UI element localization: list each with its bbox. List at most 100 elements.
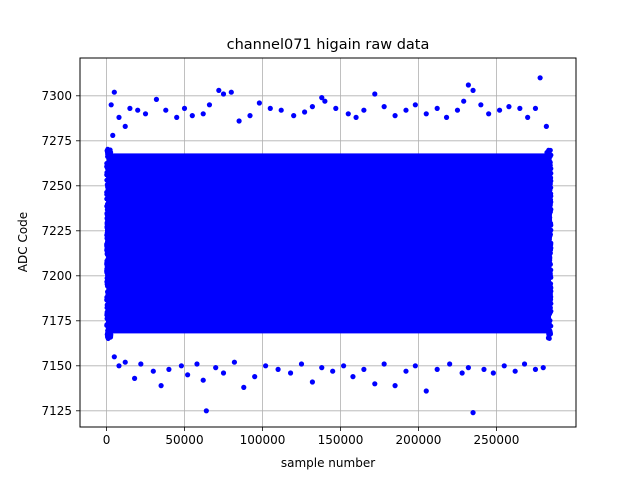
- data-point: [398, 216, 404, 222]
- data-point: [223, 193, 229, 198]
- data-point: [364, 236, 370, 242]
- data-point: [437, 197, 443, 203]
- data-point: [362, 228, 368, 234]
- outlier-point: [490, 370, 496, 376]
- data-point: [411, 262, 417, 268]
- data-point: [378, 233, 384, 239]
- x-tick-label: 100000: [240, 433, 286, 447]
- data-point: [382, 248, 388, 254]
- y-tick-label: 7275: [41, 134, 72, 148]
- data-point: [464, 230, 470, 235]
- outlier-point: [340, 363, 347, 369]
- outlier-point: [309, 379, 316, 385]
- data-point: [167, 263, 173, 269]
- data-point: [492, 196, 498, 201]
- data-point: [114, 223, 120, 229]
- outlier-point: [537, 75, 543, 81]
- data-point: [179, 243, 184, 249]
- data-point: [257, 273, 262, 279]
- data-point: [229, 253, 235, 259]
- data-point: [300, 294, 305, 300]
- data-point: [443, 265, 449, 271]
- data-point: [380, 254, 386, 259]
- data-point: [517, 276, 523, 282]
- data-point: [410, 212, 416, 218]
- data-point: [448, 206, 454, 212]
- data-point: [229, 234, 235, 240]
- data-point: [172, 246, 177, 251]
- data-point: [420, 227, 425, 232]
- data-point: [443, 203, 449, 209]
- data-point: [432, 290, 438, 296]
- data-point: [158, 289, 163, 295]
- data-point: [525, 281, 531, 287]
- data-point: [539, 224, 545, 229]
- data-point: [214, 298, 220, 303]
- data-point: [499, 251, 505, 256]
- data-point: [104, 266, 110, 272]
- data-point: [376, 249, 382, 255]
- data-point: [481, 242, 486, 248]
- outlier-point: [181, 105, 188, 111]
- data-point: [176, 302, 182, 308]
- outlier-point: [220, 370, 227, 376]
- data-point: [363, 209, 369, 215]
- data-point: [164, 209, 170, 215]
- data-point: [247, 213, 253, 219]
- data-points: [104, 75, 554, 416]
- data-point: [363, 277, 368, 283]
- data-point: [336, 290, 342, 296]
- data-point: [309, 302, 315, 307]
- data-point: [321, 248, 327, 253]
- data-point: [442, 243, 448, 249]
- data-point: [276, 247, 282, 253]
- data-point: [345, 269, 351, 275]
- data-point: [464, 221, 470, 227]
- data-point: [305, 277, 310, 282]
- data-point: [458, 292, 464, 298]
- data-point: [108, 255, 114, 261]
- data-point: [125, 223, 131, 229]
- data-point: [106, 315, 111, 321]
- data-point: [476, 268, 482, 273]
- outlier-point: [287, 370, 294, 376]
- data-point: [246, 189, 252, 195]
- data-point: [394, 245, 400, 251]
- data-point: [523, 288, 529, 294]
- data-point: [166, 221, 172, 227]
- data-point: [273, 266, 279, 272]
- data-point: [472, 282, 478, 288]
- data-point: [505, 279, 511, 285]
- data-point: [104, 309, 110, 315]
- data-point: [188, 195, 194, 201]
- data-point: [322, 237, 328, 242]
- data-point: [291, 267, 297, 273]
- data-point: [434, 184, 439, 190]
- data-point: [443, 226, 449, 232]
- data-point: [411, 254, 417, 259]
- data-point: [398, 241, 404, 247]
- data-point: [165, 236, 171, 242]
- data-point: [376, 244, 381, 250]
- data-point: [107, 262, 113, 268]
- data-point: [399, 225, 405, 231]
- outlier-point: [247, 113, 253, 119]
- data-point: [172, 261, 178, 267]
- data-point: [307, 255, 313, 261]
- data-point: [324, 232, 330, 238]
- data-point: [452, 229, 458, 235]
- data-point: [104, 323, 110, 328]
- data-point: [470, 261, 475, 267]
- data-point: [201, 286, 207, 292]
- data-point: [517, 271, 523, 277]
- data-point: [445, 283, 451, 289]
- data-point: [349, 247, 355, 253]
- data-point: [305, 195, 311, 201]
- data-point: [489, 238, 495, 244]
- data-point: [236, 253, 242, 259]
- data-point: [544, 310, 550, 316]
- data-point: [195, 292, 201, 297]
- data-point: [420, 254, 426, 260]
- data-point: [531, 204, 537, 210]
- data-point: [367, 237, 373, 242]
